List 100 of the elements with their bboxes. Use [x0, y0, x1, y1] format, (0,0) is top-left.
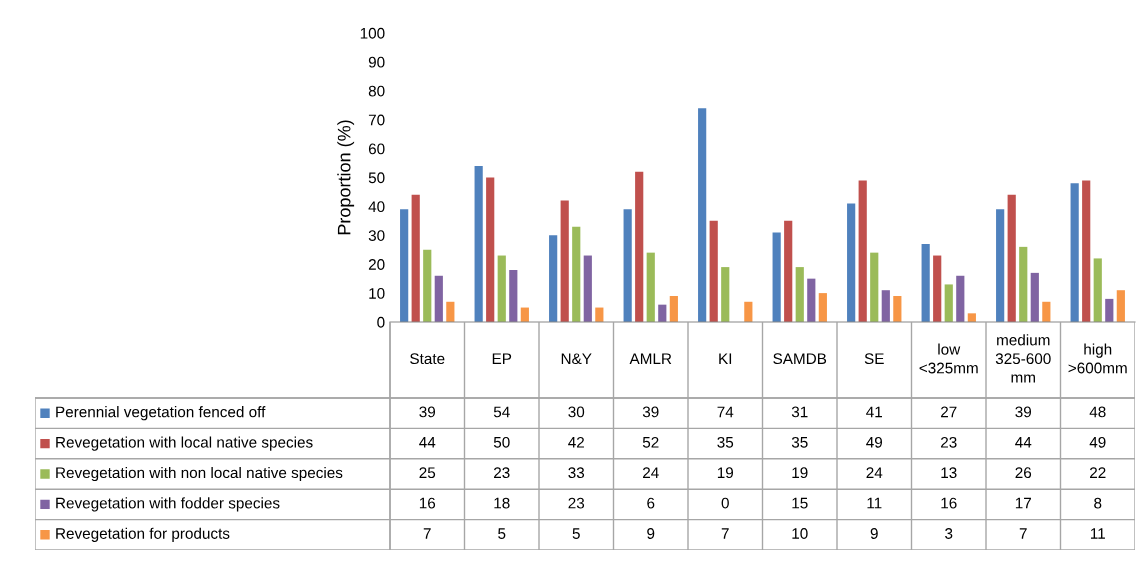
x-tick-label: low <325mm — [919, 343, 978, 374]
data-label: 48 — [1089, 406, 1106, 418]
bar — [474, 165, 483, 322]
y-tick-label: 90 — [368, 56, 385, 68]
data-label: 23 — [941, 436, 957, 448]
bar — [698, 108, 707, 322]
bar — [509, 269, 518, 322]
data-label: 30 — [568, 406, 585, 418]
y-tick-label: 50 — [368, 172, 385, 184]
bar — [870, 252, 879, 322]
data-label: 7 — [721, 528, 729, 539]
bar — [486, 177, 495, 322]
data-label: 15 — [792, 497, 808, 509]
x-tick-label: SAMDB — [773, 353, 827, 365]
bar — [967, 313, 976, 322]
bar — [858, 180, 867, 322]
data-label: 42 — [568, 436, 584, 448]
data-label: 35 — [717, 436, 734, 448]
y-tick-label: 30 — [368, 230, 385, 241]
bar — [847, 203, 856, 322]
bar — [1007, 194, 1016, 322]
bar — [669, 295, 678, 322]
legend-label: Revegetation for products — [56, 527, 230, 542]
x-tick-label: AMLR — [629, 353, 672, 364]
bar — [944, 284, 953, 322]
x-tick-label: high >600mm — [1068, 343, 1127, 374]
bar — [709, 220, 718, 322]
legend-label: Revegetation with fodder species — [56, 497, 280, 512]
bar — [446, 301, 455, 322]
data-label: 9 — [647, 528, 655, 539]
bar — [956, 275, 965, 322]
data-label: 44 — [419, 437, 436, 448]
data-label: 31 — [791, 406, 808, 418]
data-label: 9 — [870, 528, 878, 539]
data-label: 8 — [1094, 497, 1102, 509]
data-label: 24 — [643, 467, 659, 478]
bar — [744, 301, 753, 322]
data-label: 23 — [568, 497, 585, 509]
bar — [1019, 246, 1028, 322]
x-tick-label: N&Y — [561, 353, 592, 365]
bar — [646, 252, 655, 322]
data-label: 17 — [1015, 497, 1031, 509]
data-label: 22 — [1090, 467, 1106, 478]
bar — [1082, 180, 1091, 322]
y-tick-label: 100 — [360, 27, 385, 39]
y-tick-label: 0 — [377, 316, 385, 328]
bar — [807, 278, 816, 322]
bar — [1030, 272, 1039, 322]
bar — [1105, 298, 1114, 322]
bar — [893, 295, 902, 322]
y-tick-label: 80 — [368, 85, 385, 97]
data-label: 6 — [647, 497, 655, 509]
data-label: 25 — [419, 467, 436, 479]
data-label: 54 — [493, 406, 510, 418]
data-label: 33 — [568, 467, 585, 479]
data-label: 39 — [419, 406, 436, 418]
x-tick-label: EP — [492, 353, 512, 364]
y-tick-label: 70 — [368, 114, 385, 126]
bar — [411, 194, 420, 322]
bar — [549, 235, 558, 322]
bar — [772, 232, 781, 322]
bar — [933, 255, 942, 322]
data-label: 39 — [642, 406, 659, 418]
y-tick-label: 10 — [369, 287, 385, 299]
data-label: 49 — [866, 436, 883, 448]
data-label: 5 — [498, 528, 506, 539]
bar — [497, 255, 506, 322]
data-label: 44 — [1015, 437, 1032, 448]
data-label: 19 — [717, 467, 734, 479]
bar — [784, 220, 793, 322]
data-label: 3 — [945, 528, 953, 539]
bar — [818, 293, 827, 322]
data-label: 11 — [867, 497, 882, 509]
bar — [1116, 290, 1125, 322]
data-label: 24 — [866, 467, 883, 478]
data-label: 7 — [1019, 528, 1027, 539]
bar — [572, 226, 581, 322]
data-label: 50 — [493, 436, 510, 448]
x-tick-label: State — [410, 353, 445, 365]
y-tick-label: 20 — [368, 259, 385, 270]
data-label: 74 — [717, 406, 734, 418]
y-axis-title: Proportion (%) — [337, 120, 355, 235]
bar — [721, 267, 730, 322]
bar — [623, 209, 632, 322]
data-label: 7 — [423, 528, 431, 539]
legend-label: Revegetation with local native species — [56, 436, 313, 451]
data-label: 35 — [791, 436, 808, 448]
data-label: 19 — [792, 467, 808, 479]
data-label: 27 — [941, 406, 957, 418]
data-label: 41 — [866, 406, 882, 418]
x-tick-label: KI — [719, 353, 732, 364]
legend-label: Revegetation with non local native species — [56, 466, 343, 482]
data-label: 49 — [1089, 436, 1106, 448]
bar — [996, 209, 1005, 322]
data-label: 16 — [941, 497, 957, 509]
bar — [1042, 301, 1051, 322]
x-tick-label: SE — [864, 353, 884, 365]
bar — [658, 304, 667, 322]
data-label: 39 — [1015, 406, 1032, 418]
data-label: 13 — [941, 467, 957, 479]
